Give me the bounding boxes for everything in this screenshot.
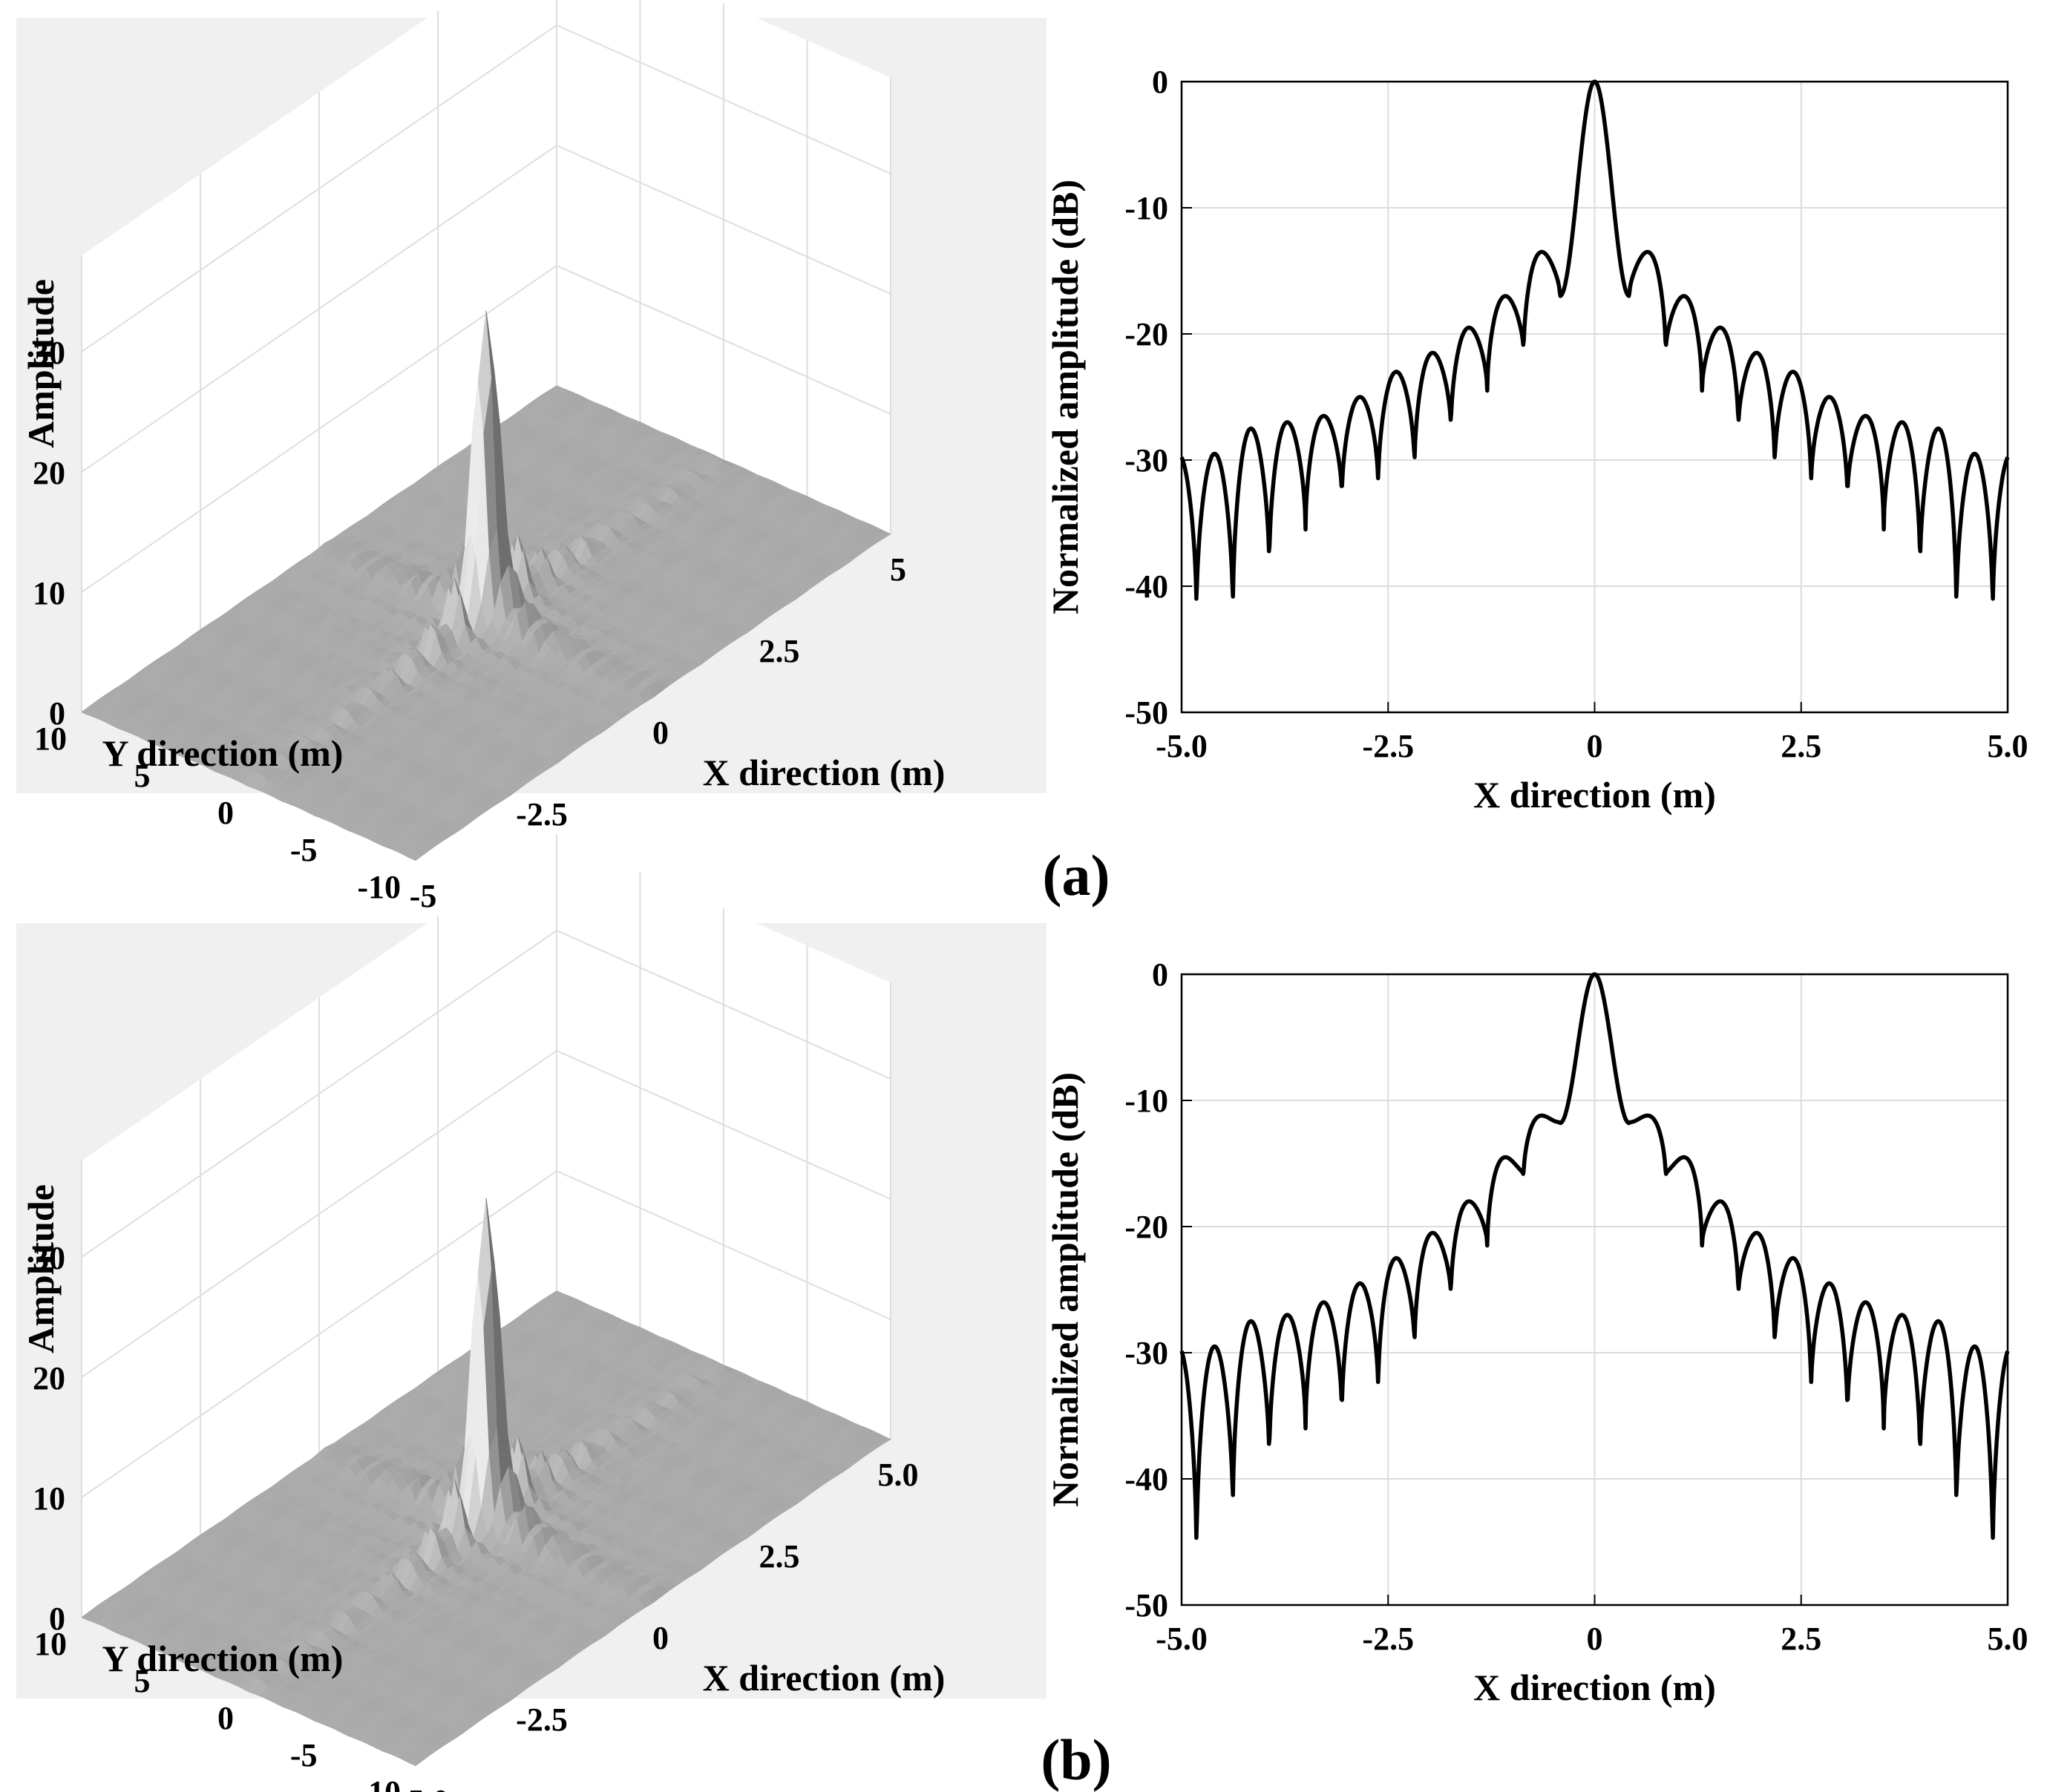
y-axis-label: Y direction (m) <box>102 732 344 774</box>
y-tick-label: -30 <box>1124 442 1168 479</box>
y-tick-label: -5 <box>290 832 318 868</box>
x-tick-label: 2.5 <box>759 633 800 669</box>
y-tick-label: 10 <box>34 721 67 757</box>
x-tick-label: -5.0 <box>1156 728 1208 764</box>
x-axis-label: X direction (m) <box>1473 774 1716 815</box>
x-tick-label: 0 <box>652 715 669 751</box>
x-tick-label: -2.5 <box>1362 728 1414 764</box>
x-tick-label: -2.5 <box>516 796 568 833</box>
x-axis-label: X direction (m) <box>703 752 946 793</box>
z-tick-label: 20 <box>33 455 65 491</box>
y-tick-label: -50 <box>1124 695 1168 731</box>
x-tick-label: 5 <box>890 551 906 588</box>
y-tick-label: 0 <box>217 795 234 831</box>
y-axis-label: Normalized amplitude (dB) <box>1044 180 1086 614</box>
x-tick-label: 0 <box>1587 728 1603 764</box>
y-tick-label: -20 <box>1124 316 1168 352</box>
x-tick-label: 2.5 <box>1781 728 1821 764</box>
y-tick-label: -10 <box>1124 190 1168 226</box>
y-tick-label: -10 <box>357 869 401 905</box>
line-plot-a: -5.0 -2.5 0 2.5 5.0 0 -10 -20 -30 -40 -50 X directi… <box>1044 64 2028 815</box>
z-tick-label: 10 <box>33 575 65 611</box>
y-tick-label: 0 <box>1152 64 1168 100</box>
z-axis-label: Amplitude <box>20 279 62 448</box>
x-tick-label: -5 <box>410 878 437 914</box>
panel-label-a: (a) <box>1043 843 1110 908</box>
x-tick-label: 5.0 <box>1988 728 2028 764</box>
y-tick-label: -40 <box>1124 568 1168 605</box>
